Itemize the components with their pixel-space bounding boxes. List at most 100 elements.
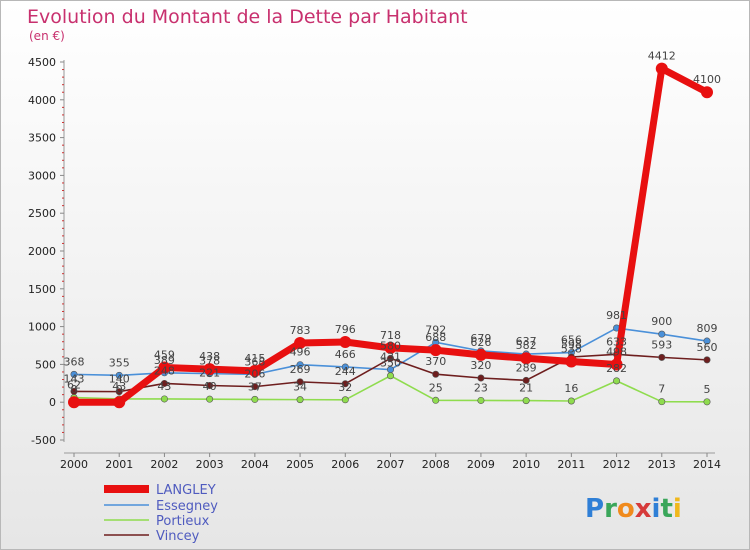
data-label: 4412 [648, 50, 676, 63]
data-label: 459 [154, 348, 175, 361]
x-tick-label: 2012 [603, 458, 631, 471]
data-label: 796 [335, 323, 356, 336]
data-point [655, 62, 668, 75]
data-point [70, 387, 78, 395]
data-label: 637 [516, 335, 537, 348]
data-point [296, 378, 304, 386]
data-point [384, 341, 397, 354]
data-point [206, 395, 214, 403]
data-label: 0 [116, 383, 123, 396]
data-label: 62 [67, 379, 81, 392]
brand-letter: i [652, 494, 661, 524]
data-label: 378 [199, 355, 220, 368]
data-label: 560 [697, 341, 718, 354]
y-tick-label: 4000 [28, 94, 56, 107]
data-point [432, 370, 440, 378]
data-label: 289 [516, 361, 537, 374]
legend-label: Vincey [156, 529, 200, 544]
data-point [658, 330, 666, 338]
data-label: 538 [561, 343, 582, 356]
legend-label: Essegney [156, 499, 218, 514]
x-tick-label: 2014 [693, 458, 721, 471]
data-label: 320 [470, 359, 491, 372]
data-point [251, 383, 259, 391]
data-label: 4100 [693, 73, 721, 86]
data-label: 32 [338, 381, 352, 394]
data-label: 248 [154, 364, 175, 377]
data-label: 431 [380, 351, 401, 364]
data-point [248, 364, 261, 377]
data-label: 981 [606, 309, 627, 322]
data-label: 350 [380, 357, 401, 370]
data-point [294, 337, 307, 350]
x-tick-label: 2006 [331, 458, 359, 471]
x-tick-label: 2010 [512, 458, 540, 471]
data-label: 582 [516, 339, 537, 352]
data-label: 355 [109, 356, 130, 369]
data-label: 718 [380, 329, 401, 342]
data-point [341, 396, 349, 404]
legend-label: Portieux [156, 514, 210, 529]
y-tick-label: 4500 [28, 56, 56, 69]
series-layer: 0 0 459 438 415 783 796 718 688 626 582 538 498 4412 4… [64, 50, 721, 409]
x-tick-label: 2002 [150, 458, 178, 471]
brand-letter: x [635, 494, 652, 524]
data-point [160, 395, 168, 403]
x-tick-label: 2003 [196, 458, 224, 471]
chart-title: Evolution du Montant de la Dette par Hab… [27, 6, 468, 28]
data-point [520, 352, 533, 365]
brand-letter: r [604, 494, 617, 524]
data-label: 21 [519, 382, 533, 395]
data-label: 633 [606, 335, 627, 348]
data-point [429, 344, 442, 357]
data-label: 7 [658, 383, 665, 396]
data-label: 580 [380, 339, 401, 352]
y-tick-label: 3000 [28, 169, 56, 182]
data-point [432, 396, 440, 404]
chart-subtitle: (en €) [29, 29, 65, 43]
x-tick-label: 2001 [105, 458, 133, 471]
data-label: 368 [244, 355, 265, 368]
data-point [658, 398, 666, 406]
data-label: 5 [704, 383, 711, 396]
data-point [296, 396, 304, 404]
data-label: 140 [109, 373, 130, 386]
data-label: 244 [335, 365, 356, 378]
data-point [565, 355, 578, 368]
data-label: 34 [293, 381, 307, 394]
data-label: 415 [244, 352, 265, 365]
y-tick-label: 2500 [28, 207, 56, 220]
data-label: 656 [561, 334, 582, 347]
data-point [70, 370, 78, 378]
data-label: 389 [154, 354, 175, 367]
x-tick-label: 2004 [241, 458, 269, 471]
data-point [251, 395, 259, 403]
data-point [386, 372, 394, 380]
data-point [203, 363, 216, 376]
data-label: 43 [112, 380, 126, 393]
data-point [477, 396, 485, 404]
data-point [477, 374, 485, 382]
data-point [386, 354, 394, 362]
data-label: 368 [64, 355, 85, 368]
data-label: 792 [425, 323, 446, 336]
data-label: 206 [244, 368, 265, 381]
data-label: 143 [64, 372, 85, 385]
data-point [474, 348, 487, 361]
x-tick-label: 2008 [422, 458, 450, 471]
legend-label: LANGLEY [156, 483, 216, 498]
data-point [610, 358, 623, 371]
data-point [113, 396, 126, 409]
data-point [115, 371, 123, 379]
data-label: 370 [425, 355, 446, 368]
x-tick-label: 2013 [648, 458, 676, 471]
data-label: 23 [474, 381, 488, 394]
y-tick-label: 2000 [28, 245, 56, 258]
data-point [613, 377, 621, 385]
data-label: 783 [290, 324, 311, 337]
brand-letter: P [585, 494, 604, 524]
data-label: 900 [651, 315, 672, 328]
data-label: 269 [290, 363, 311, 376]
data-point [296, 361, 304, 369]
data-label: 25 [429, 381, 443, 394]
